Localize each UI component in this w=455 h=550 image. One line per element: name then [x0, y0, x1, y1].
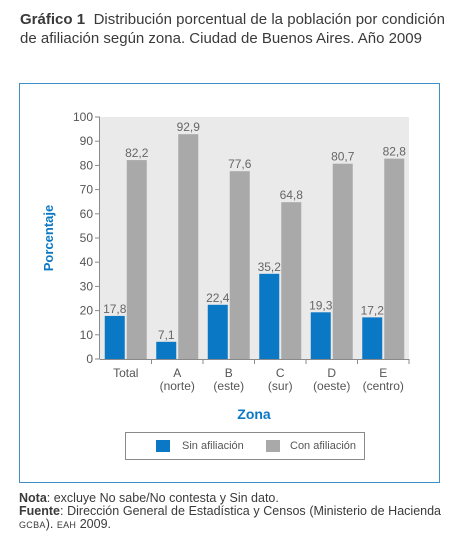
bar-con [384, 158, 405, 359]
y-tick-label: 80 [80, 158, 94, 172]
x-tick-label: A [173, 366, 181, 380]
y-tick-label: 50 [80, 231, 94, 245]
fuente-gcba: GCBA [19, 520, 46, 530]
x-tick-sublabel: (sur) [268, 379, 293, 393]
y-tick-label: 70 [80, 183, 94, 197]
x-axis-title: Zona [237, 406, 271, 422]
data-label: 82,8 [383, 145, 407, 159]
x-tick-sublabel: (centro) [363, 379, 404, 393]
y-tick-label: 0 [86, 352, 93, 366]
legend: Sin afiliación Con afiliación [125, 432, 365, 460]
bar-con [229, 171, 250, 359]
data-label: 17,2 [361, 303, 385, 317]
y-tick-label: 40 [80, 255, 94, 269]
fuente-text: : Dirección General de Estadística y Cen… [59, 504, 441, 518]
data-label: 92,9 [177, 120, 201, 134]
legend-label-sin: Sin afiliación [182, 440, 244, 452]
legend-swatch-sin [156, 440, 170, 452]
bar-sin [310, 312, 331, 359]
x-tick-label: B [225, 366, 233, 380]
data-label: 82,2 [125, 146, 149, 160]
y-tick-label: 60 [80, 207, 94, 221]
data-label: 80,7 [331, 150, 355, 164]
data-label: 22,4 [206, 291, 230, 305]
plot-area [100, 117, 409, 359]
x-tick-sublabel: (norte) [160, 379, 195, 393]
bar-sin [362, 317, 383, 359]
figure-label: Gráfico 1 [20, 11, 86, 28]
y-axis-title: Porcentaje [41, 205, 56, 271]
fuente-sep: ). [45, 517, 57, 531]
data-label: 64,8 [280, 188, 304, 202]
data-label: 7,1 [158, 328, 175, 342]
x-tick-label: D [327, 366, 336, 380]
footnotes: Nota: excluye No sabe/No contesta y Sin … [19, 492, 441, 532]
bar-sin [156, 341, 177, 359]
bar-con [281, 202, 302, 359]
legend-swatch-con [266, 440, 280, 452]
y-tick-label: 20 [80, 304, 94, 318]
nota-text: : excluye No sabe/No contesta y Sin dato… [46, 491, 279, 505]
data-label: 35,2 [258, 260, 282, 274]
x-axis: Total A(norte) B(este) C(sur) D(oeste) E(cent… [100, 359, 410, 393]
bar-sin [207, 304, 228, 359]
bar-con [126, 160, 147, 359]
y-tick-label: 100 [73, 110, 93, 124]
fuente-year: 2009. [76, 517, 111, 531]
x-tick-label: Total [113, 366, 138, 380]
data-label: 77,6 [228, 157, 252, 171]
data-label: 17,8 [103, 302, 127, 316]
x-tick-sublabel: (este) [213, 379, 244, 393]
nota-label: Nota [19, 491, 47, 505]
y-tick-label: 10 [80, 328, 94, 342]
data-label: 19,3 [309, 298, 333, 312]
x-tick-sublabel: (oeste) [313, 379, 350, 393]
fuente-label: Fuente [19, 504, 60, 518]
bar-con [178, 134, 199, 359]
figure-caption: Distribución porcentual de la población … [20, 11, 445, 47]
bar-sin [259, 273, 280, 359]
y-tick-label: 90 [80, 134, 94, 148]
fuente-eah: EAH [56, 520, 77, 530]
chart-title: Gráfico 1 Distribución porcentual de la … [20, 10, 445, 48]
bars-group: 17,8 82,2 7,1 92,9 22,4 77,6 35,2 64,8 19,3 80,7 1… [103, 120, 406, 359]
nota-line: Nota: excluye No sabe/No contesta y Sin … [19, 492, 441, 505]
fuente-line: Fuente: Dirección General de Estadística… [19, 505, 441, 532]
y-tick-label: 30 [80, 279, 94, 293]
y-axis: 0 10 20 30 40 50 60 70 80 90 100 [73, 110, 100, 366]
bar-sin [104, 315, 125, 359]
x-tick-label: C [276, 366, 285, 380]
x-tick-label: E [379, 366, 387, 380]
bar-con [332, 163, 353, 359]
legend-label-con: Con afiliación [290, 440, 357, 452]
